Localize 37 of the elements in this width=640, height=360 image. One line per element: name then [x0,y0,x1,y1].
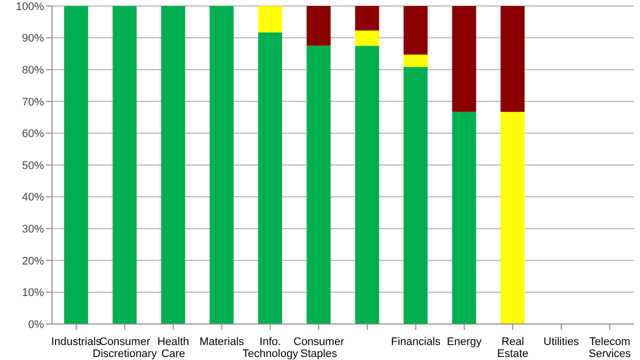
bar [500,112,525,324]
x-tick-label: Industrials [51,336,102,348]
y-tick-label: 0% [28,318,44,331]
bar [355,46,380,324]
y-tick-label: 80% [22,64,44,77]
y-tick-label: 100% [16,0,44,13]
bar [355,6,380,30]
y-tick-label: 60% [22,128,44,140]
bar [306,6,331,46]
y-tick-label: 10% [22,287,44,300]
x-tick-label: Health Care [157,336,190,360]
bar [452,6,476,112]
x-tick-label: Energy [446,336,482,348]
y-tick-label: 40% [22,192,44,204]
x-tick-label: Utilities [544,336,580,348]
x-tick-label: Telecom Services [588,336,632,360]
bar [452,112,476,324]
x-tick-label: Real Estate [497,336,528,360]
bar [404,67,428,324]
bar [355,30,380,46]
x-tick-label: Financials [390,336,442,348]
bar [500,6,525,112]
y-tick-label: 90% [22,32,44,45]
bar [306,46,331,324]
bar [64,6,88,324]
x-tick-label: Materials [199,336,245,348]
bar [258,6,282,32]
bar [161,6,186,324]
y-tick-label: 50% [22,160,44,172]
bar [112,6,137,324]
y-tick-label: 30% [22,224,44,236]
bar [404,54,428,68]
bar [210,6,234,324]
bar [258,32,282,324]
y-tick-label: 70% [22,96,44,108]
bar [404,6,428,55]
y-tick-label: 20% [22,255,44,268]
